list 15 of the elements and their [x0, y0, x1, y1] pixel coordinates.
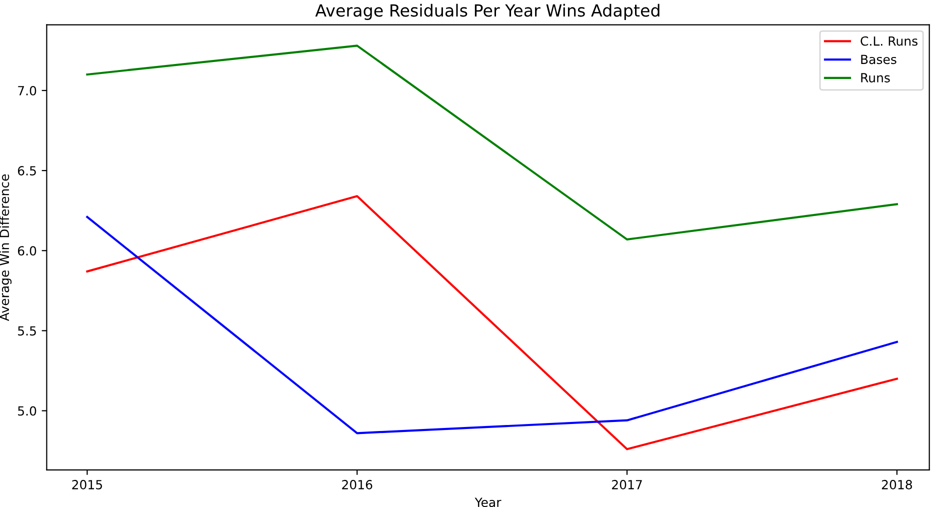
line-series [86, 44, 898, 240]
y-tick-label: 6.0 [18, 246, 36, 256]
x-tick-label: 2018 [882, 480, 912, 490]
y-tick-label: 5.5 [18, 326, 36, 336]
y-tick-label: 5.0 [18, 406, 36, 416]
legend-label: Bases [861, 54, 896, 64]
x-tick-label: 2015 [72, 480, 102, 490]
chart-title: Average Residuals Per Year Wins Adapted [315, 4, 660, 20]
legend-label: Runs [861, 73, 890, 82]
y-tick-label: 7.0 [18, 86, 36, 96]
x-axis-title: Year [474, 498, 502, 507]
legend-label: C.L. Runs [860, 36, 918, 46]
x-tick-label: 2017 [612, 480, 642, 490]
x-tick-label: 2016 [342, 480, 372, 490]
y-tick-label: 6.5 [18, 166, 36, 176]
